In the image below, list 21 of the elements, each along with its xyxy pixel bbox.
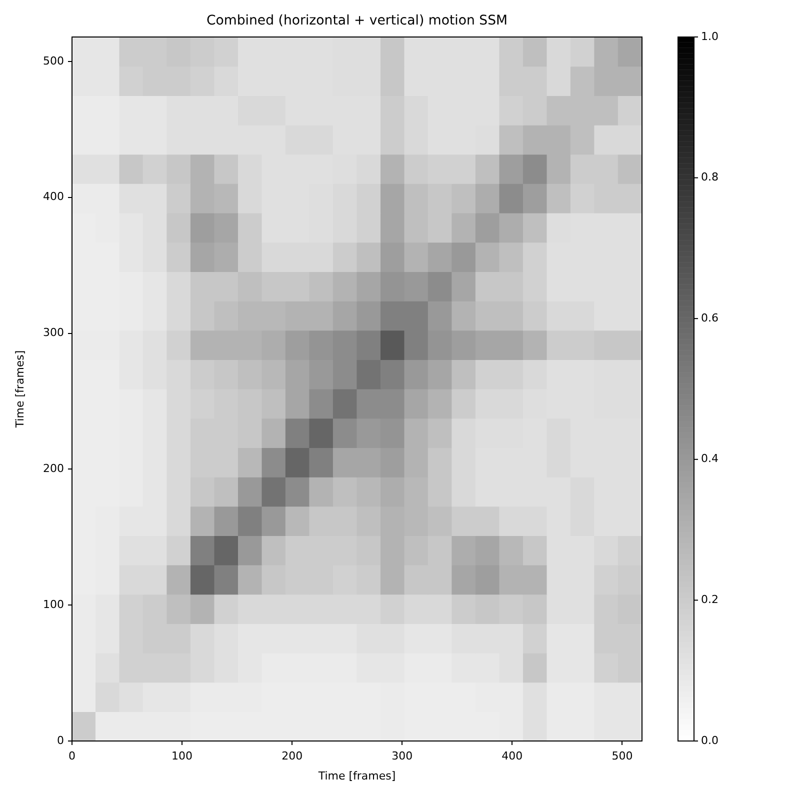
color-bar-label: 0.6	[701, 311, 718, 324]
y-tick-label: 100	[43, 598, 64, 611]
y-tick-label: 200	[43, 462, 64, 476]
y-tick-label: 0	[57, 734, 64, 747]
y-tick-label: 500	[43, 54, 64, 68]
y-tick-label: 400	[43, 190, 64, 204]
x-tick-label: 500	[612, 749, 633, 762]
x-axis-title: Time [frames]	[317, 769, 396, 782]
y-tick-label: 300	[43, 326, 64, 340]
y-axis-title: Time [frames]	[13, 350, 26, 429]
color-bar-label: 1.0	[701, 30, 718, 43]
x-tick-label: 400	[502, 749, 523, 762]
color-bar-label: 0.0	[701, 734, 718, 747]
x-tick-label: 0	[68, 749, 76, 762]
color-bar-label: 0.4	[701, 452, 718, 466]
x-tick-label: 200	[282, 749, 303, 762]
color-bar-label: 0.8	[701, 170, 718, 184]
color-bar-label: 0.2	[701, 593, 718, 606]
x-tick-label: 100	[172, 749, 193, 762]
x-tick-label: 300	[392, 749, 413, 762]
chart-title: Combined (horizontal + vertical) motion SSM	[206, 13, 508, 28]
